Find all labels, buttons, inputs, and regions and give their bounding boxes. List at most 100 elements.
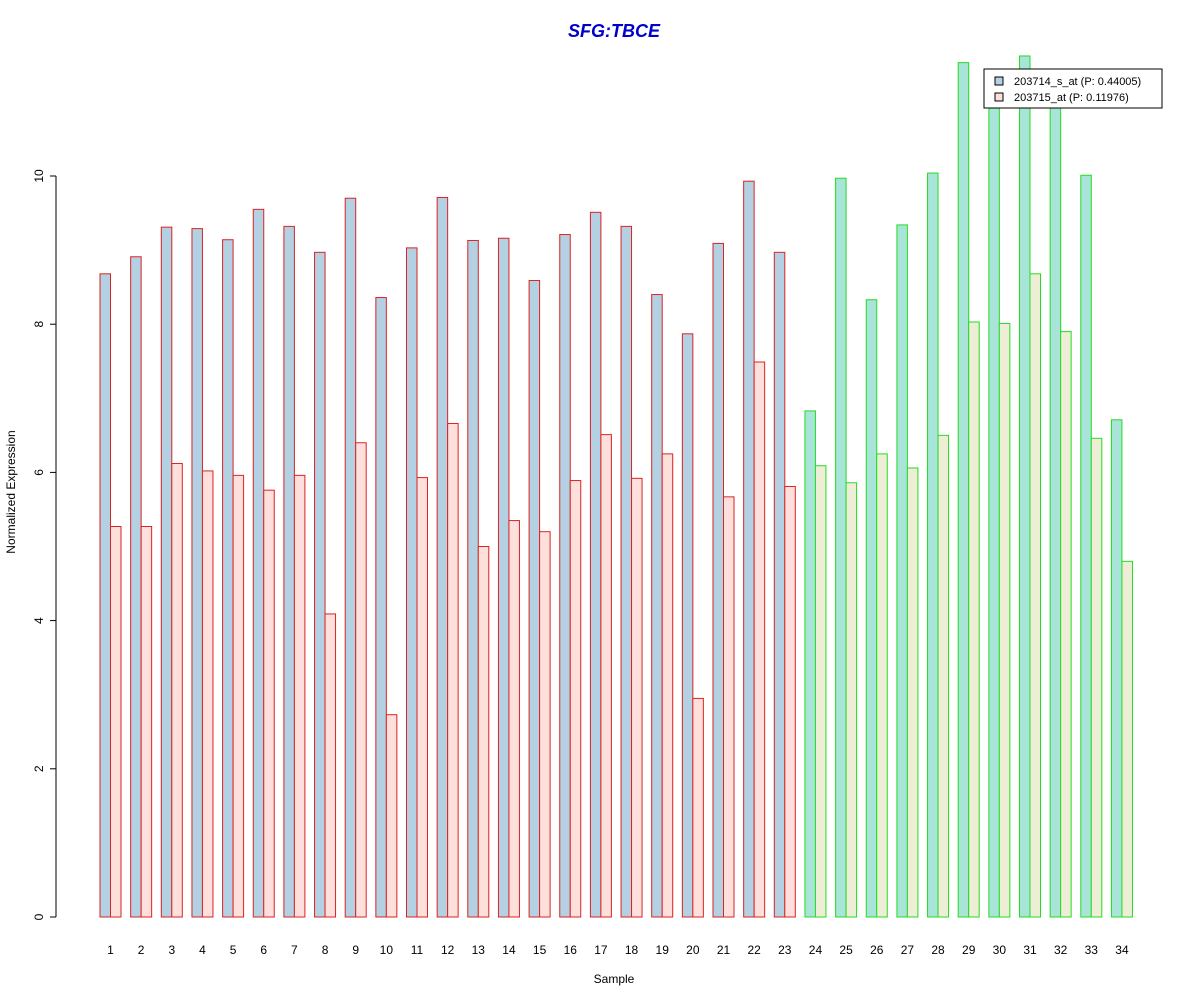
x-tick-label: 18	[625, 943, 639, 957]
x-tick-label: 26	[870, 943, 884, 957]
x-tick-label: 12	[441, 943, 455, 957]
y-tick-label: 4	[32, 617, 46, 624]
bar-series2-sample-9	[355, 442, 367, 918]
x-tick-label: 20	[686, 943, 700, 957]
bar-series2-sample-3	[171, 463, 183, 918]
x-tick-label: 19	[656, 943, 670, 957]
x-tick-label: 13	[472, 943, 486, 957]
legend-swatch	[994, 92, 1004, 102]
x-axis-tick-labels: 1 2 3 4 5 6 7 8 9 10 11 12 13 14 15 16 17 18 19 20 21 22 23 24 2…	[107, 943, 1129, 957]
x-tick-label: 6	[260, 943, 267, 957]
bar-series1-sample-27	[896, 224, 908, 918]
bar-series1-sample-12	[436, 196, 449, 918]
bar-series2-sample-34	[1121, 560, 1133, 918]
bar-series1-sample-4	[191, 228, 203, 918]
bar-series1-sample-21	[712, 242, 724, 918]
bar-series1-sample-2	[130, 256, 142, 918]
x-tick-label: 17	[594, 943, 608, 957]
x-tick-label: 14	[502, 943, 516, 957]
bar-series2-sample-20	[692, 697, 704, 918]
bar-series1-sample-28	[927, 172, 939, 918]
bar-series1-sample-15	[528, 279, 541, 918]
x-tick-label: 22	[747, 943, 761, 957]
x-tick-label: 10	[380, 943, 394, 957]
x-tick-label: 33	[1085, 943, 1099, 957]
bar-series2-sample-27	[906, 467, 919, 918]
x-tick-label: 28	[931, 943, 945, 957]
y-tick-label: 6	[32, 469, 46, 476]
bar-series2-sample-13	[477, 546, 490, 918]
bar-series2-sample-10	[385, 714, 398, 918]
x-tick-label: 5	[230, 943, 237, 957]
bar-series1-sample-29	[957, 62, 970, 918]
bar-series2-sample-18	[631, 477, 643, 918]
bar-series1-sample-24	[804, 410, 816, 918]
bar-series2-sample-25	[845, 482, 858, 918]
bar-series1-sample-32	[1049, 101, 1062, 918]
chart-title: SFG:TBCE	[568, 21, 661, 41]
y-axis-label: Normalized Expression	[4, 430, 18, 553]
legend-entry: 203715_at (P: 0.11976)	[1014, 92, 1129, 104]
bar-series2-sample-28	[937, 434, 950, 918]
x-tick-label: 4	[199, 943, 206, 957]
bar-series2-sample-31	[1029, 273, 1041, 918]
bars	[99, 55, 1133, 918]
bar-series2-sample-29	[968, 321, 980, 918]
bar-series1-sample-1	[99, 273, 111, 918]
x-tick-label: 30	[993, 943, 1007, 957]
bar-series1-sample-14	[497, 237, 510, 918]
bar-series2-sample-19	[661, 453, 674, 918]
bar-series1-sample-31	[1019, 55, 1031, 918]
bar-series2-sample-24	[814, 465, 827, 918]
legend: 203714_s_at (P: 0.44005) 203715_at (P: 0.…	[983, 68, 1163, 109]
y-tick-label: 2	[32, 765, 46, 772]
x-tick-label: 16	[564, 943, 578, 957]
x-axis-label: Sample	[594, 972, 635, 986]
x-tick-label: 1	[107, 943, 114, 957]
bar-series1-sample-8	[314, 251, 326, 918]
bar-series2-sample-32	[1060, 331, 1072, 918]
bar-series2-sample-2	[140, 525, 153, 918]
y-tick-label: 0	[32, 913, 46, 920]
bar-series1-sample-25	[835, 177, 847, 918]
y-axis: 0 2 4 6 8 10	[32, 169, 57, 920]
x-tick-label: 29	[962, 943, 976, 957]
bar-series2-sample-26	[876, 453, 888, 918]
bar-series1-sample-34	[1110, 419, 1123, 918]
x-tick-label: 32	[1054, 943, 1068, 957]
x-tick-label: 31	[1023, 943, 1037, 957]
bar-series1-sample-30	[988, 100, 1000, 918]
y-tick-label: 8	[32, 321, 46, 328]
bar-series2-sample-23	[784, 485, 796, 918]
bar-series1-sample-26	[865, 299, 878, 918]
x-tick-label: 23	[778, 943, 792, 957]
bar-series1-sample-20	[681, 333, 694, 918]
x-tick-label: 21	[717, 943, 731, 957]
legend-box	[983, 68, 1163, 109]
x-tick-label: 34	[1115, 943, 1129, 957]
bar-series2-sample-21	[723, 496, 735, 918]
y-tick-label: 10	[32, 169, 46, 183]
bar-series1-sample-3	[160, 226, 173, 918]
x-tick-label: 3	[168, 943, 175, 957]
bar-series1-sample-7	[283, 225, 295, 918]
bar-series1-sample-23	[773, 251, 786, 918]
x-tick-label: 2	[138, 943, 145, 957]
x-tick-label: 7	[291, 943, 298, 957]
bar-series2-sample-12	[447, 422, 459, 918]
bar-series1-sample-10	[375, 297, 387, 918]
x-tick-label: 24	[809, 943, 823, 957]
bar-series2-sample-33	[1090, 437, 1103, 918]
bar-series1-sample-18	[620, 225, 633, 918]
x-tick-label: 11	[411, 943, 424, 957]
bar-series1-sample-13	[467, 239, 479, 918]
bar-series2-sample-17	[600, 434, 612, 918]
bar-series1-sample-5	[222, 239, 234, 918]
legend-swatch	[994, 76, 1004, 86]
bar-series1-sample-17	[589, 211, 602, 918]
x-tick-label: 25	[839, 943, 853, 957]
bar-series1-sample-11	[406, 247, 418, 918]
bar-series2-sample-16	[569, 480, 582, 918]
bar-series1-sample-6	[252, 208, 265, 918]
